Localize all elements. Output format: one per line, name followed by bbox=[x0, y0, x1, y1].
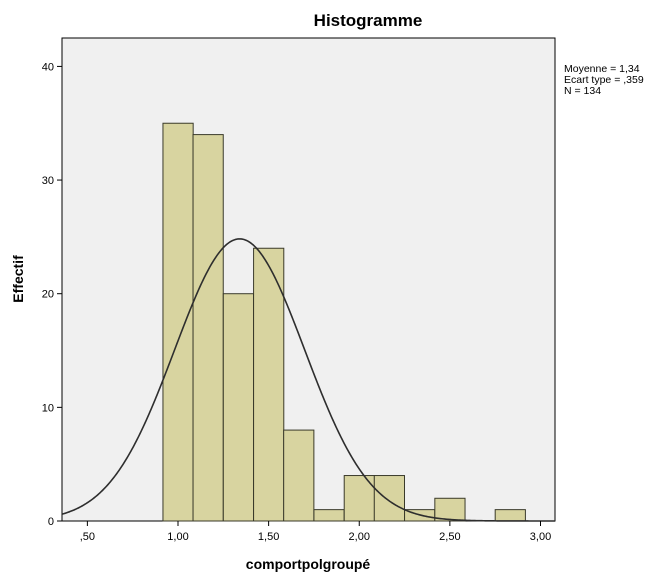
histogram-bar-1 bbox=[162, 122, 194, 522]
histogram-bar-12 bbox=[494, 509, 526, 522]
x-tick-label-1: ,50 bbox=[80, 531, 95, 543]
x-tick-label-5: 2,50 bbox=[439, 531, 460, 543]
stats-line-1: Moyenne = 1,34 bbox=[564, 63, 640, 75]
x-tick-label-6: 3,00 bbox=[530, 531, 551, 543]
y-tick-label-2: 10 bbox=[42, 402, 54, 414]
x-tick-label-4: 2,00 bbox=[349, 531, 370, 543]
histogram-bar-2 bbox=[192, 134, 224, 522]
y-tick-label-3: 20 bbox=[42, 289, 54, 301]
y-tick-label-1: 0 bbox=[48, 516, 54, 528]
histogram-bar-5 bbox=[283, 429, 315, 522]
axes-layer: ,50 1,00 1,50 2,00 2,50 3,00 0 10 20 30 40 bbox=[42, 61, 551, 543]
histogram-bar-10 bbox=[434, 497, 466, 522]
x-tick-label-3: 1,50 bbox=[258, 531, 279, 543]
normal-curve bbox=[61, 238, 555, 522]
x-tick-label-2: 1,00 bbox=[167, 531, 188, 543]
y-axis-label: Effectif bbox=[10, 255, 26, 303]
stats-line-2: Ecart type = ,359 bbox=[564, 74, 644, 86]
bars-layer bbox=[162, 122, 526, 522]
histogram-bar-4 bbox=[253, 247, 285, 522]
chart-title: Histogramme bbox=[314, 11, 423, 30]
stats-line-3: N = 134 bbox=[564, 85, 601, 97]
histogram-bar-8 bbox=[373, 475, 406, 522]
histogram-bar-3 bbox=[222, 293, 255, 522]
histogram-bar-6 bbox=[313, 509, 345, 522]
x-axis-label: comportpolgroupé bbox=[246, 556, 371, 572]
y-tick-label-5: 40 bbox=[42, 61, 54, 73]
y-tick-label-4: 30 bbox=[42, 175, 54, 187]
